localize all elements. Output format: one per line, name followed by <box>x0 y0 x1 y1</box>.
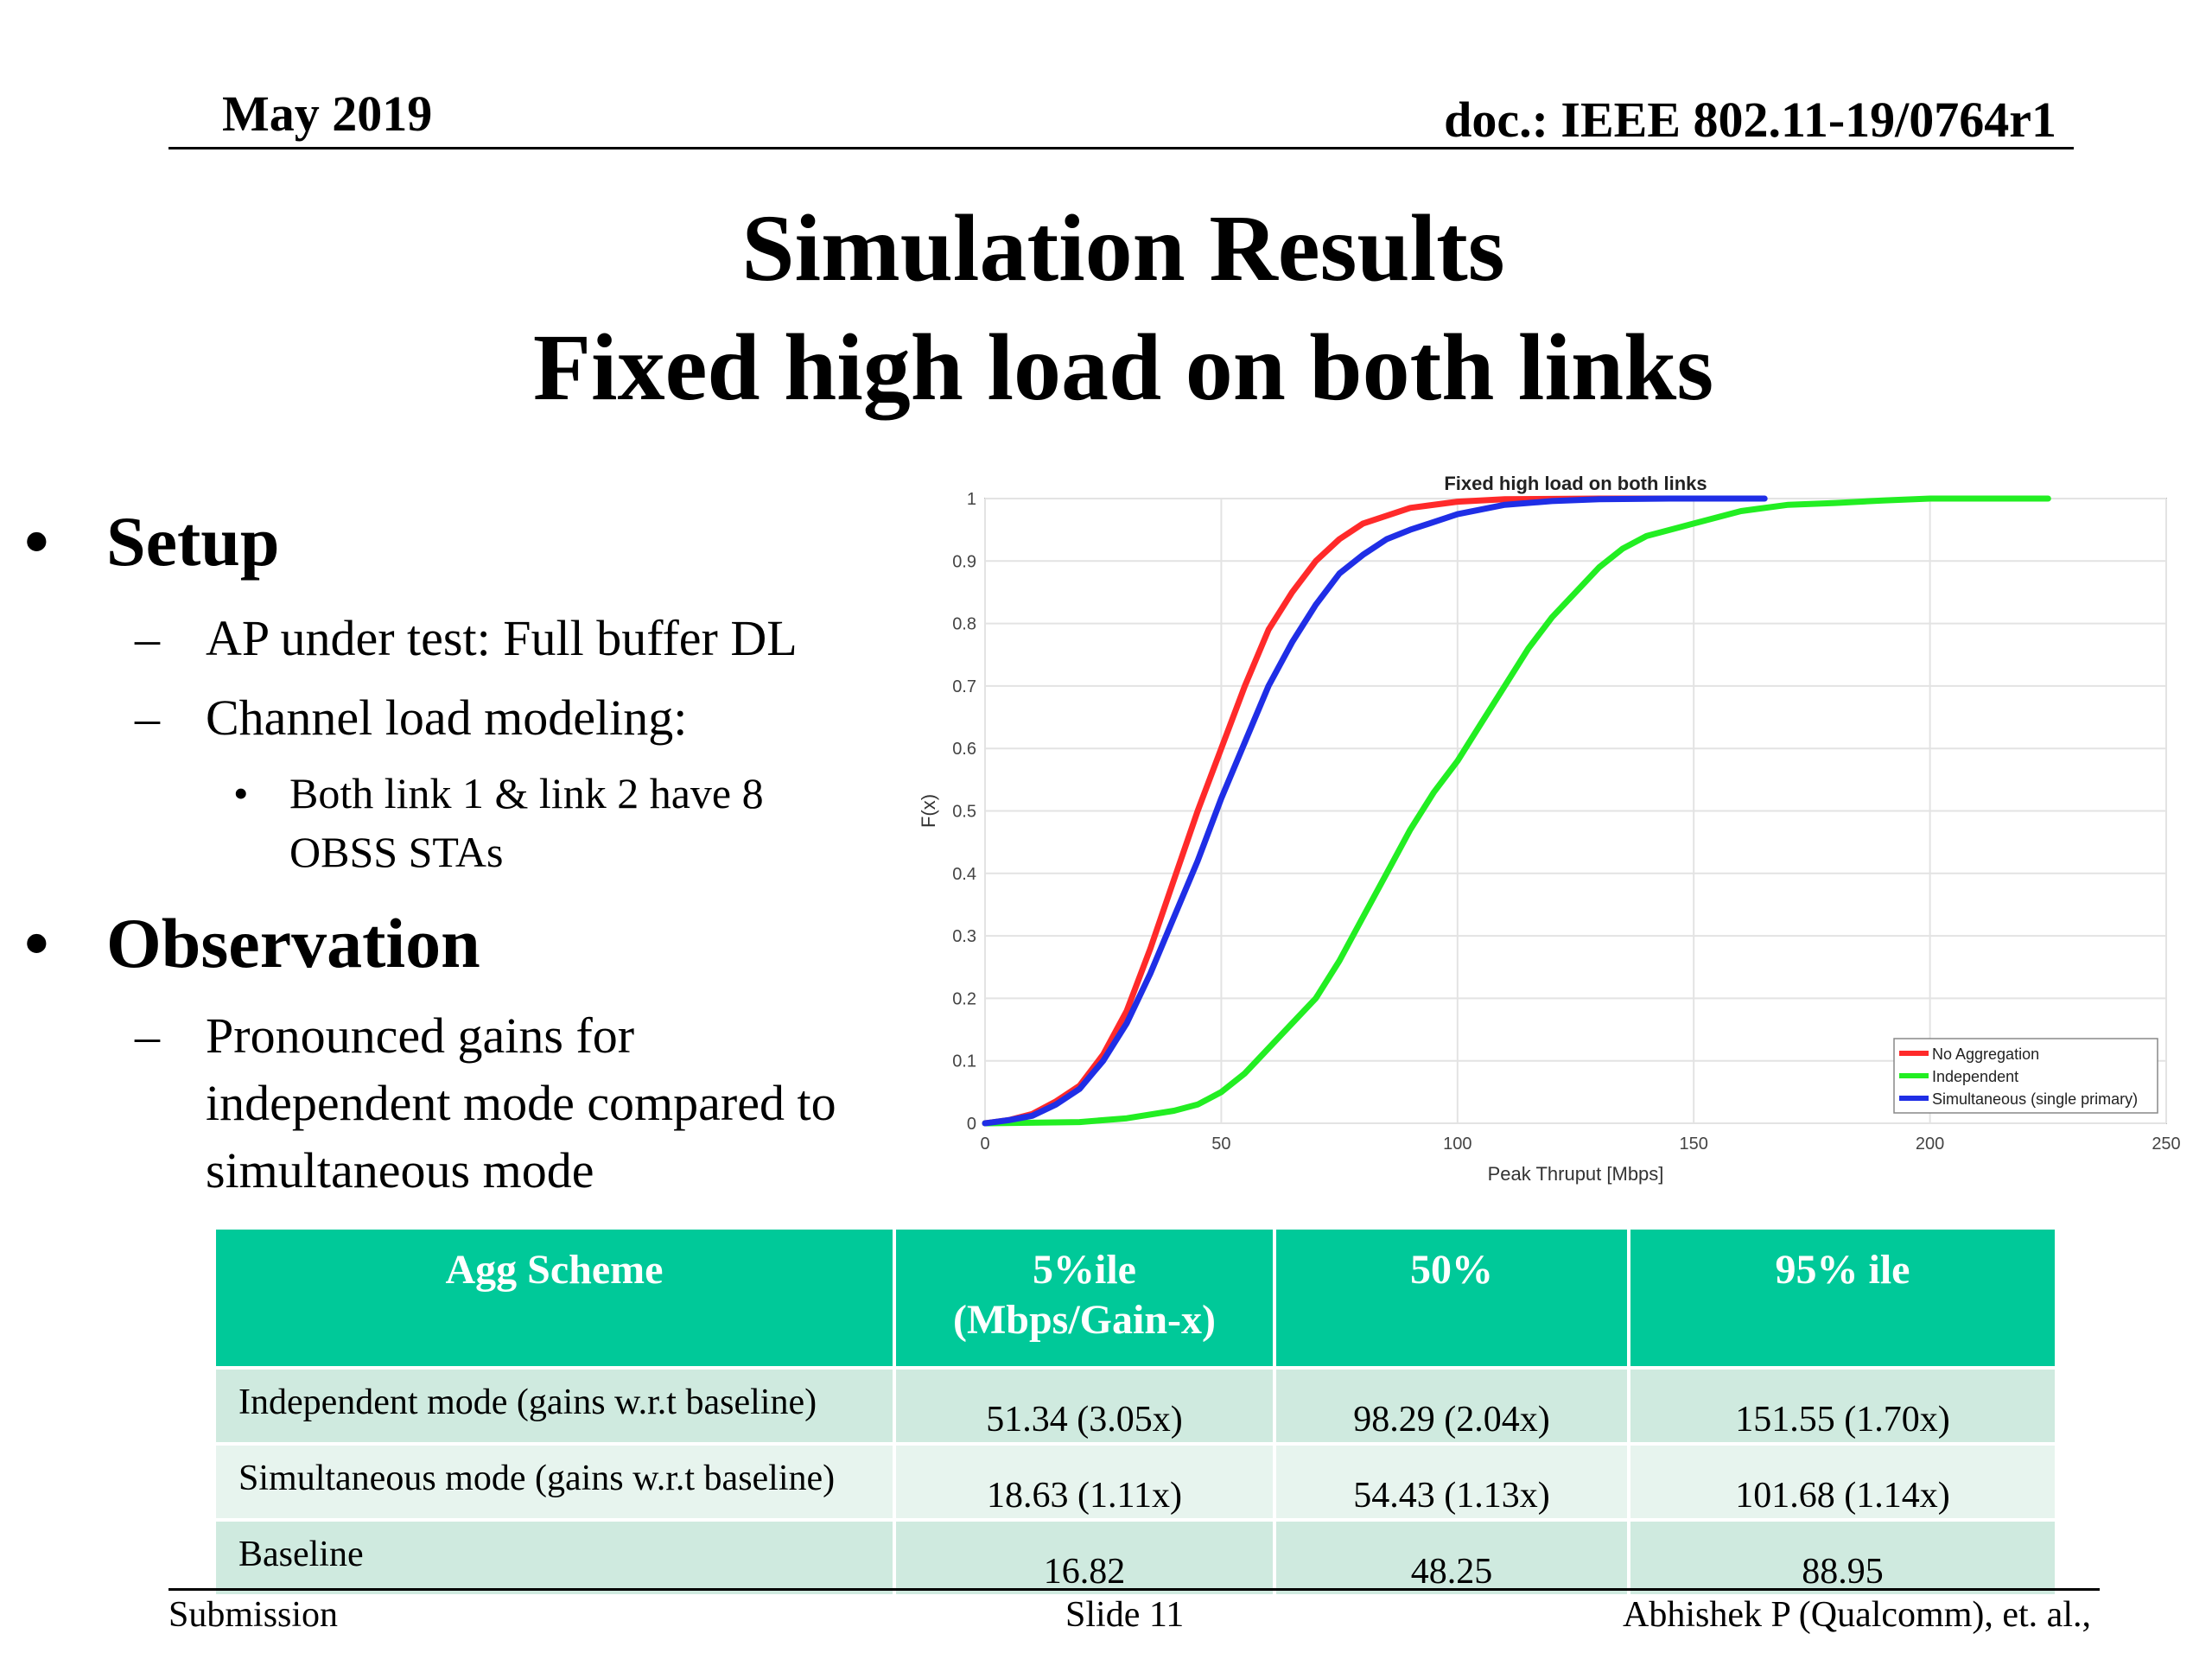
table-cell: 88.95 <box>1629 1520 2058 1598</box>
table-header-cell: 95% ile <box>1629 1230 2058 1370</box>
table-cell: 101.68 (1.14x) <box>1629 1444 2058 1522</box>
observation-line-3: simultaneous mode <box>206 1142 594 1198</box>
x-tick-label: 100 <box>1443 1135 1471 1154</box>
observation-item: – Pronounced gains for independent mode … <box>135 1002 836 1205</box>
x-tick-label: 50 <box>1211 1135 1230 1154</box>
footer-left: Submission <box>168 1595 339 1635</box>
table-cell-scheme: Independent mode (gains w.r.t baseline) <box>216 1368 896 1446</box>
dash-marker: – <box>135 1007 160 1064</box>
observation-line-1: Pronounced gains for <box>206 1007 635 1064</box>
x-tick-label: 0 <box>980 1135 989 1154</box>
table-header-cell: Agg Scheme <box>216 1230 896 1370</box>
y-tick-label: 0.1 <box>952 1052 976 1071</box>
series-line <box>982 495 1768 1127</box>
table-header-cell: 50% <box>1274 1230 1630 1370</box>
setup-item-1: – AP under test: Full buffer DL <box>135 605 798 672</box>
table-cell: 18.63 (1.11x) <box>894 1444 1276 1522</box>
header-doc-id: doc.: IEEE 802.11-19/0764r1 <box>1444 92 2056 148</box>
table-cell: 48.25 <box>1274 1520 1630 1598</box>
legend-box <box>1893 1038 2158 1114</box>
y-tick-label: 0.4 <box>952 865 976 884</box>
footer-slide-number: Slide 11 <box>1065 1595 1185 1635</box>
legend-label: Simultaneous (single primary) <box>1932 1090 2138 1108</box>
series-line <box>982 495 2051 1127</box>
footer-author: Abhishek P (Qualcomm), et. al., <box>1622 1595 2091 1635</box>
observation-line-2: independent mode compared to <box>206 1075 836 1131</box>
bullet-observation: • Observation <box>24 903 480 984</box>
setup-subitem: • Both link 1 & link 2 have 8 OBSS STAs <box>233 764 764 881</box>
x-tick-label: 150 <box>1680 1135 1708 1154</box>
setup-subitem-line-1: Both link 1 & link 2 have 8 <box>289 769 764 817</box>
y-tick-label: 0.7 <box>952 677 976 696</box>
x-axis-label: Peak Thruput [Mbps] <box>1488 1163 1664 1185</box>
subbullet-dot: • <box>233 769 249 817</box>
table-header-cell: 5%ile (Mbps/Gain-x) <box>894 1230 1276 1370</box>
table-cell-scheme: Simultaneous mode (gains w.r.t baseline) <box>216 1444 896 1522</box>
table-row: Baseline 16.82 48.25 88.95 <box>216 1520 2058 1598</box>
bullet-setup-label: Setup <box>106 502 280 581</box>
header-divider <box>168 147 2074 149</box>
slide-title: Simulation Results Fixed high load on bo… <box>0 188 2212 427</box>
title-line-1: Simulation Results <box>741 195 1505 301</box>
dash-marker: – <box>135 610 160 666</box>
table-row: Independent mode (gains w.r.t baseline) … <box>216 1368 2058 1446</box>
bullet-dot: • <box>24 904 49 982</box>
y-tick-label: 0 <box>967 1115 976 1134</box>
cdf-chart: 0 50 100 150 200 250 0 0.1 0.2 0.3 0.4 0.5 0.6 0.7 0.8… <box>918 473 2181 1185</box>
y-tick-label: 0.9 <box>952 552 976 571</box>
y-axis-label: F(x) <box>918 794 939 828</box>
x-tick-label: 250 <box>2152 1135 2180 1154</box>
y-tick-label: 0.3 <box>952 927 976 946</box>
setup-item-2: – Channel load modeling: <box>135 684 688 752</box>
table-header-row: Agg Scheme 5%ile (Mbps/Gain-x) 50% 95% i… <box>216 1230 2058 1370</box>
legend-label: No Aggregation <box>1932 1046 2039 1063</box>
setup-item-1-text: AP under test: Full buffer DL <box>206 610 798 666</box>
bullet-observation-label: Observation <box>106 904 480 982</box>
table-row: Simultaneous mode (gains w.r.t baseline)… <box>216 1444 2058 1522</box>
bullet-setup: • Setup <box>24 501 280 582</box>
y-tick-label: 0.2 <box>952 989 976 1008</box>
y-tick-label: 0.8 <box>952 615 976 634</box>
y-tick-label: 1 <box>967 490 976 509</box>
table-cell: 51.34 (3.05x) <box>894 1368 1276 1446</box>
y-tick-label: 0.6 <box>952 740 976 759</box>
table-cell: 98.29 (2.04x) <box>1274 1368 1630 1446</box>
x-tick-label: 200 <box>1916 1135 1944 1154</box>
table-cell: 16.82 <box>894 1520 1276 1598</box>
table-cell-scheme: Baseline <box>216 1520 896 1598</box>
title-line-2: Fixed high load on both links <box>532 315 1714 420</box>
setup-subitem-line-2: OBSS STAs <box>289 828 504 876</box>
header-date: May 2019 <box>222 86 433 142</box>
chart-title: Fixed high load on both links <box>1444 473 1707 494</box>
results-table: Agg Scheme 5%ile (Mbps/Gain-x) 50% 95% i… <box>216 1230 2058 1598</box>
table-cell: 54.43 (1.13x) <box>1274 1444 1630 1522</box>
y-tick-label: 0.5 <box>952 803 976 822</box>
bullet-dot: • <box>24 502 49 581</box>
setup-item-2-text: Channel load modeling: <box>206 690 688 746</box>
footer-divider <box>168 1588 2100 1591</box>
legend-label: Independent <box>1932 1068 2018 1085</box>
table-cell: 151.55 (1.70x) <box>1629 1368 2058 1446</box>
dash-marker: – <box>135 690 160 746</box>
